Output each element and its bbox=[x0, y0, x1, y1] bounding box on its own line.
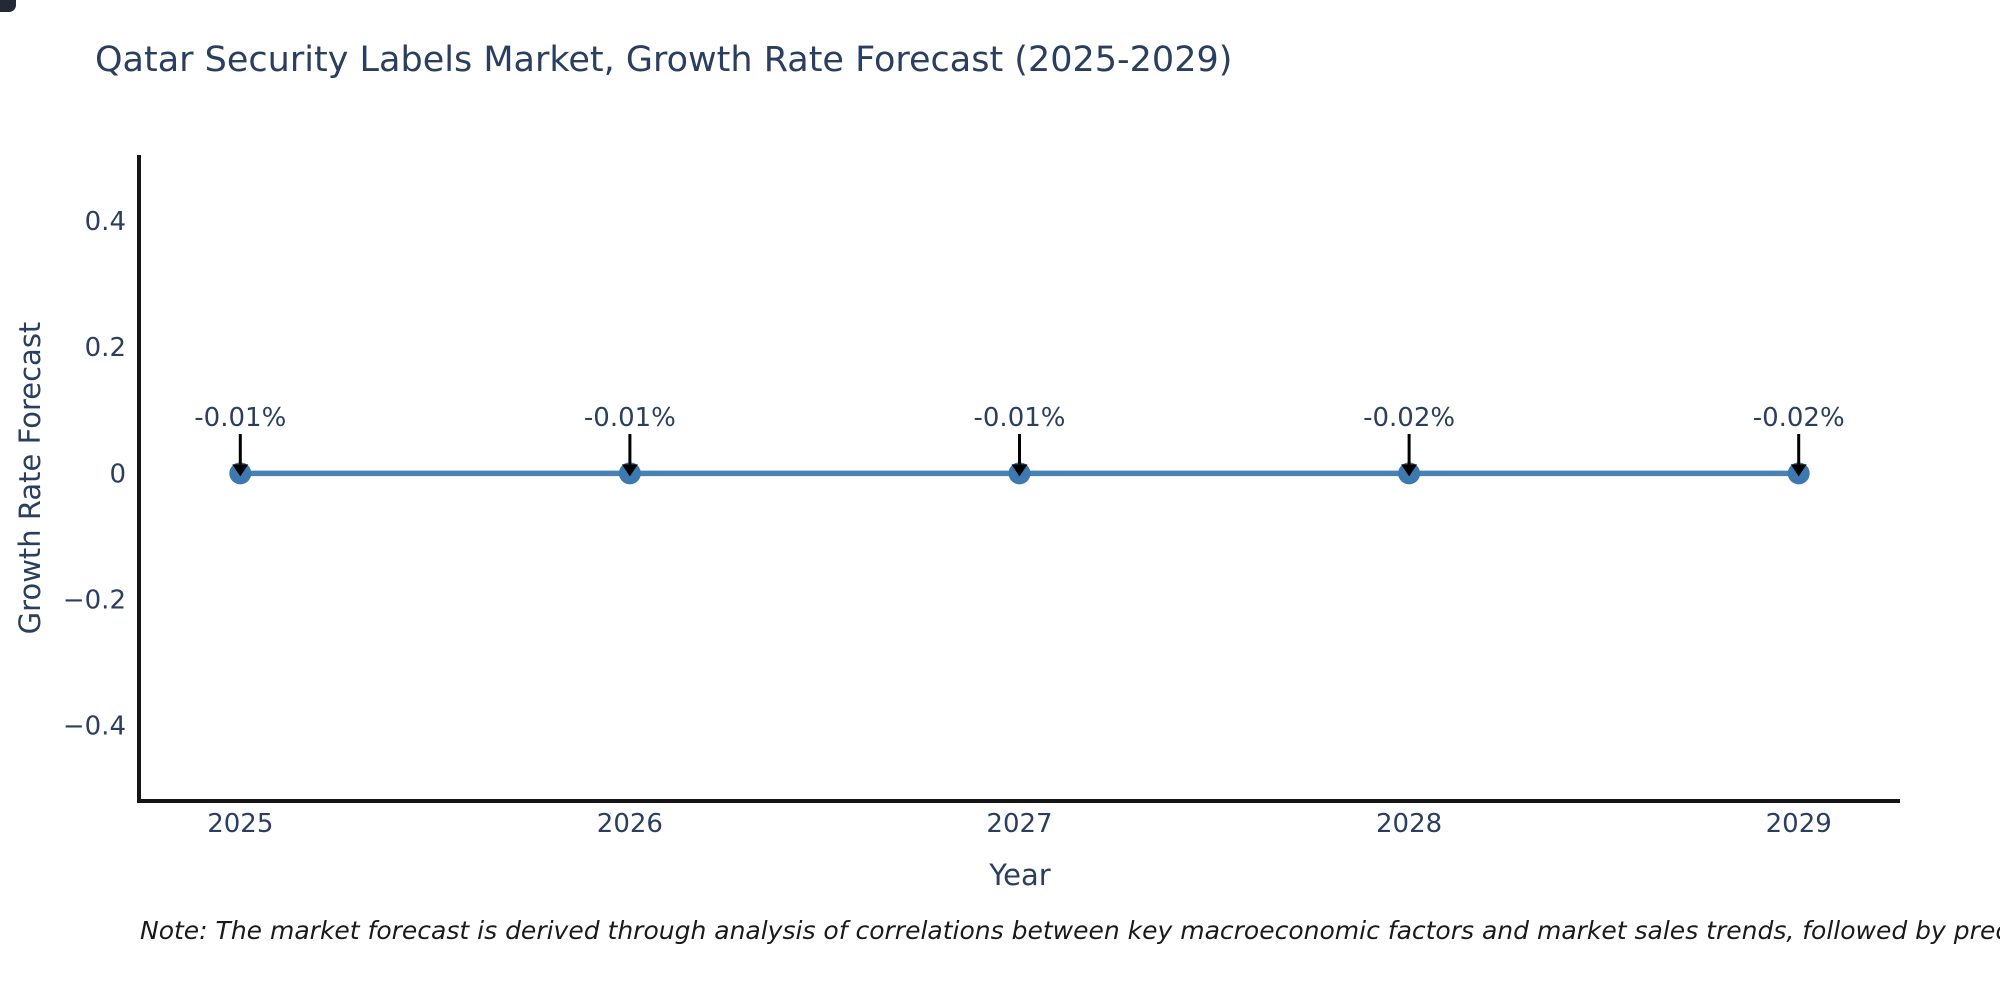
y-tick-label: −0.4 bbox=[63, 711, 126, 741]
point-value-label: -0.01% bbox=[194, 403, 286, 433]
point-value-label: -0.02% bbox=[1753, 403, 1845, 433]
annotation-arrow-head bbox=[1790, 464, 1807, 477]
x-tick-label: 2025 bbox=[207, 809, 273, 839]
y-tick-label: 0.2 bbox=[85, 333, 126, 363]
x-tick-label: 2027 bbox=[986, 809, 1052, 839]
y-tick-label: 0.4 bbox=[85, 207, 126, 237]
chart-title: Qatar Security Labels Market, Growth Rat… bbox=[95, 40, 1233, 80]
annotation-arrow-head bbox=[621, 464, 638, 477]
point-value-label: -0.01% bbox=[974, 403, 1066, 433]
y-tick-label: 0 bbox=[109, 459, 126, 489]
y-tick-label: −0.2 bbox=[63, 585, 126, 615]
forecast-methodology-note: Note: The market forecast is derived thr… bbox=[140, 916, 2000, 945]
point-value-label: -0.02% bbox=[1363, 403, 1455, 433]
x-tick-label: 2026 bbox=[597, 809, 663, 839]
corner-mark bbox=[0, 0, 16, 12]
annotation-arrow-head bbox=[232, 464, 249, 477]
point-value-label: -0.01% bbox=[584, 403, 676, 433]
x-tick-label: 2029 bbox=[1766, 809, 1832, 839]
x-tick-label: 2028 bbox=[1376, 809, 1442, 839]
annotation-arrow-head bbox=[1011, 464, 1028, 477]
x-axis-title: Year bbox=[989, 858, 1051, 892]
annotation-arrow-head bbox=[1401, 464, 1418, 477]
